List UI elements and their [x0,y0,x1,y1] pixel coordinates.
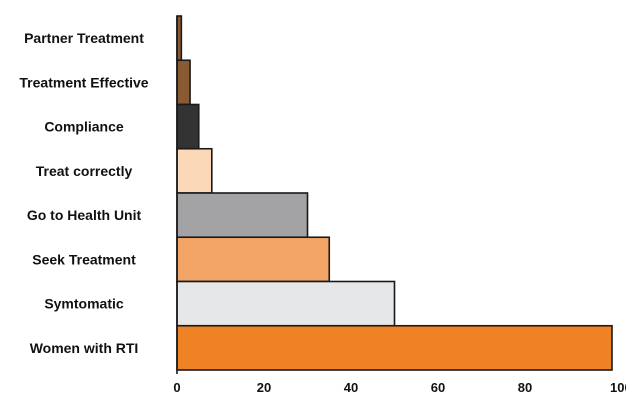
category-label: Women with RTI [30,340,139,356]
bars-group [176,15,613,371]
bar-treatment-effective [176,59,191,106]
category-label: Symtomatic [44,296,124,312]
bar-compliance [176,103,200,150]
x-tick-label: 80 [518,380,532,395]
bar-seek-treatment [176,236,331,283]
bar-treat-correctly [176,147,213,194]
x-tick-label: 20 [257,380,271,395]
x-tick-label: 100 [610,380,626,395]
x-tick-label: 0 [173,380,180,395]
bar-women-with-rti [176,324,613,371]
category-label: Treatment Effective [19,74,148,90]
bar-go-to-health-unit [176,192,309,239]
category-label: Compliance [44,119,124,135]
category-label: Treat correctly [36,163,133,179]
category-label: Go to Health Unit [27,207,142,223]
bar-symtomatic [176,280,396,327]
category-labels-group: Partner Treatment Treatment Effective Comp… [19,30,148,356]
x-tick-label: 40 [344,380,358,395]
x-axis-ticks-group: 0 20 40 60 80 100 [173,380,626,395]
category-label: Seek Treatment [32,251,136,267]
x-tick-label: 60 [431,380,445,395]
category-label: Partner Treatment [24,30,144,46]
